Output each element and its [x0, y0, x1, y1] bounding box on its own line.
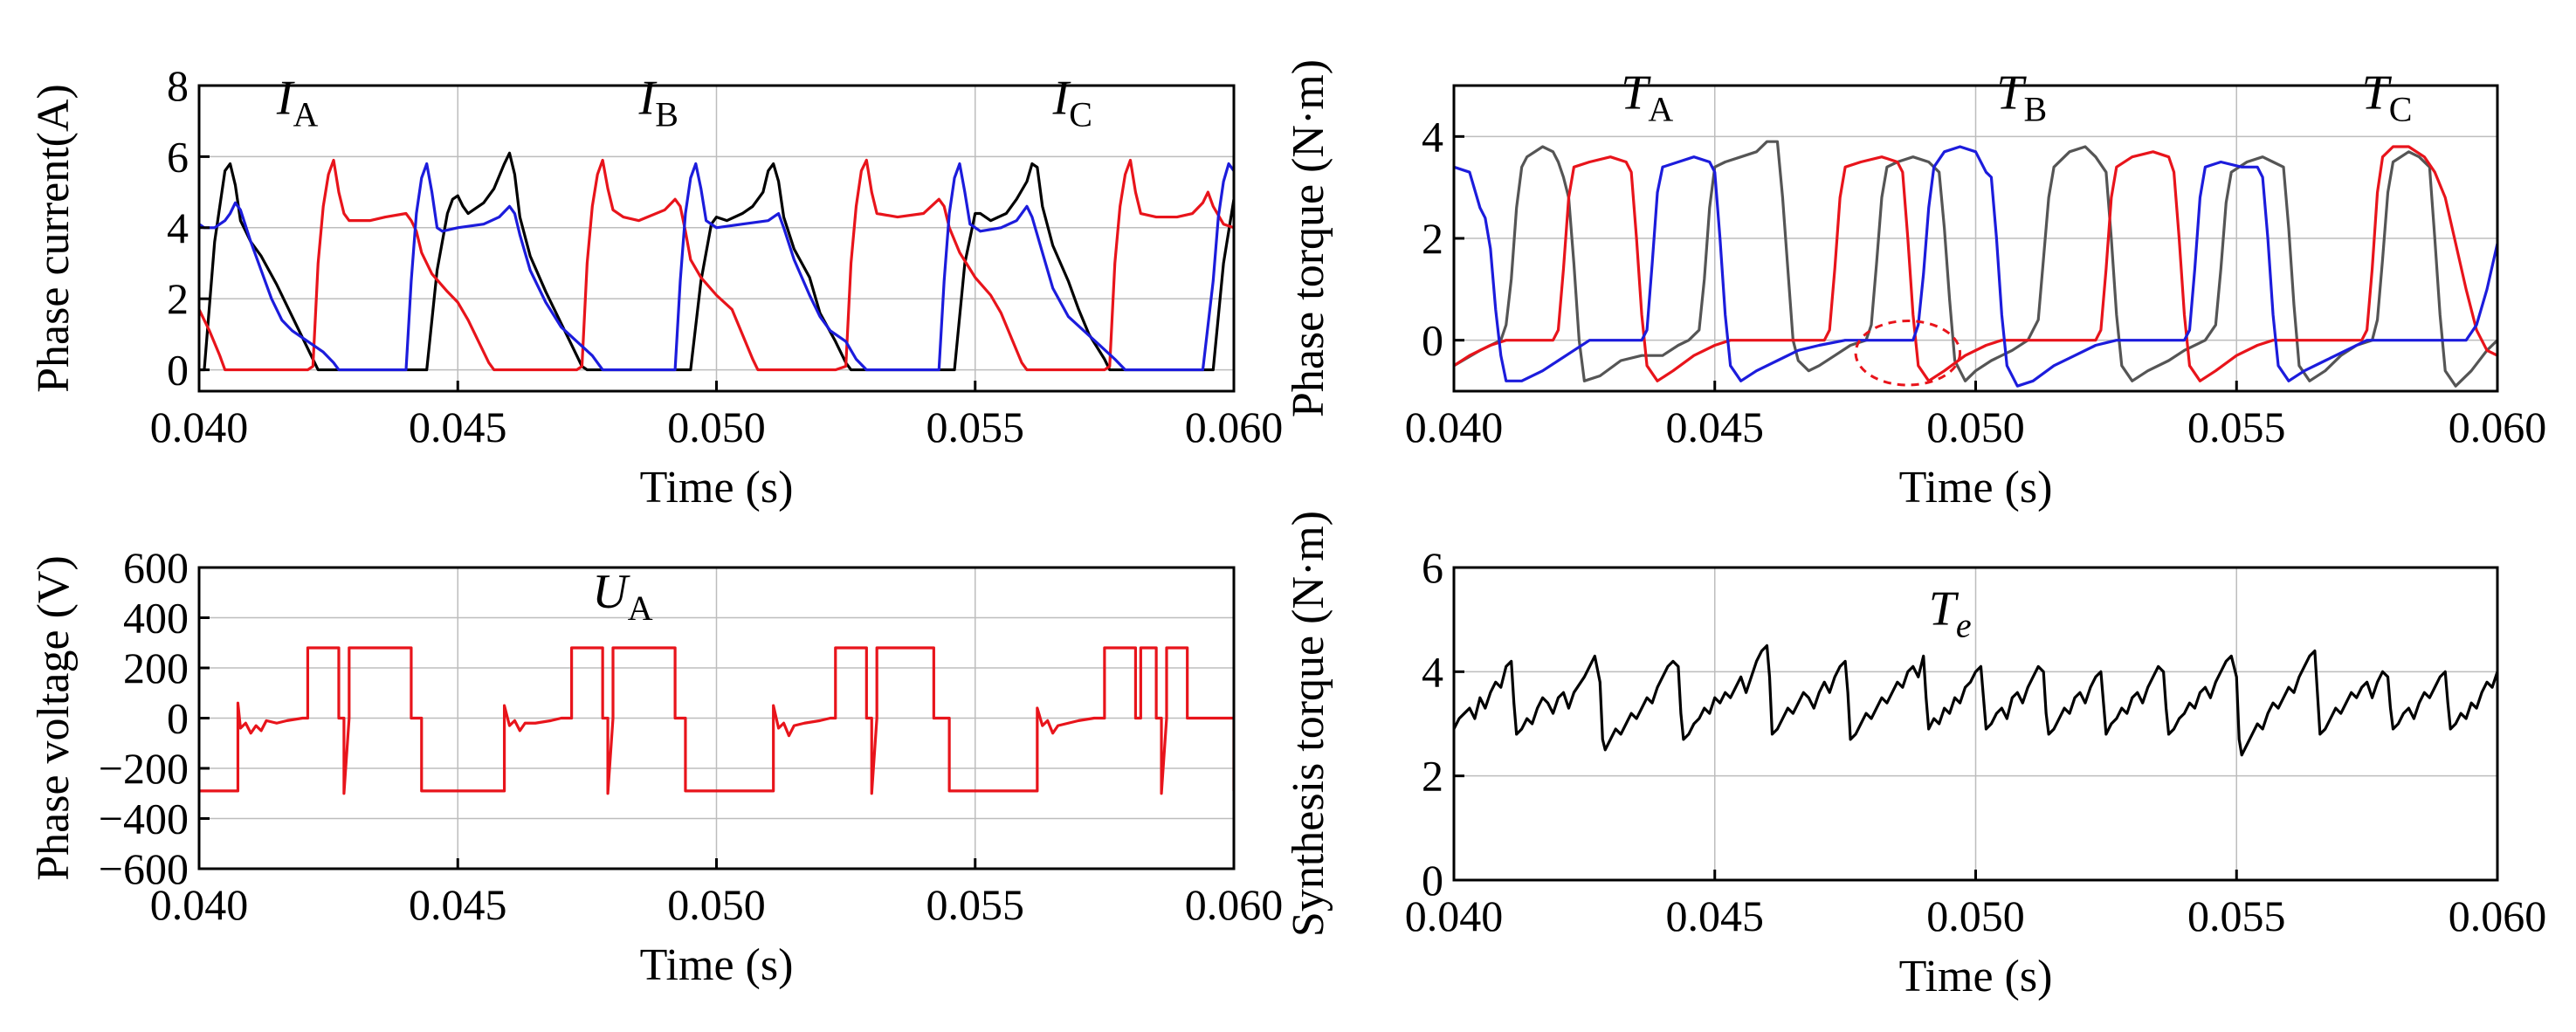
- series-line-0: [1454, 643, 2497, 757]
- annotation-subscript: A: [1648, 89, 1673, 128]
- y-axis-label: Synthesis torque (N·m): [1284, 511, 1333, 937]
- annotation-subscript: C: [2389, 89, 2413, 128]
- y-tick-label: 6: [1422, 543, 1443, 592]
- y-tick-label: −200: [99, 744, 189, 793]
- synthesis-torque-plot: 0.040 0.045 0.050 0.055 0.060 0 2 4 6 Time (s) Syn…: [1284, 511, 2546, 1001]
- series-line-2: [199, 162, 1234, 372]
- x-tick-label: 0.040: [1405, 402, 1504, 451]
- x-tick-label: 0.045: [1666, 891, 1765, 940]
- x-tick-label: 0.050: [667, 880, 766, 929]
- x-tick-label: 0.060: [1185, 402, 1284, 451]
- x-tick-label: 0.060: [2449, 891, 2547, 940]
- series-line-1: [199, 158, 1234, 372]
- phase-voltage-plot: 0.040 0.045 0.050 0.055 0.060 −600−400−200020…: [29, 543, 1283, 990]
- y-tick-label: 2: [1422, 752, 1443, 801]
- series-annotation: TA: [1621, 65, 1673, 128]
- x-tick-label: 0.045: [409, 880, 507, 929]
- x-axis-label: Time (s): [1899, 463, 2053, 513]
- y-tick-label: 2: [1422, 214, 1443, 263]
- annotation-subscript: A: [293, 95, 319, 134]
- y-tick-label: 0: [167, 346, 189, 395]
- annotation-subscript: B: [655, 95, 678, 134]
- phase-torque-plot: 0.040 0.045 0.050 0.055 0.060 0 2 4 Time (s) Phas…: [1284, 59, 2546, 513]
- x-tick-label: 0.050: [1926, 402, 2025, 451]
- y-axis-label: Phase voltage (V): [29, 555, 79, 881]
- series-annotation: TB: [1996, 65, 2047, 128]
- x-tick-label: 0.055: [2187, 891, 2286, 940]
- series-line-2: [1454, 145, 2497, 388]
- x-tick-label: 0.040: [1405, 891, 1504, 940]
- phase-current-plot: 0.040 0.045 0.050 0.055 0.060 0 2 4 6 8 Time (s) Ph…: [29, 61, 1283, 513]
- x-tick-label: 0.050: [1926, 891, 2025, 940]
- y-tick-label: 600: [123, 543, 189, 592]
- y-tick-label: 4: [167, 203, 189, 252]
- annotation-symbol: T: [1996, 65, 2027, 120]
- series-line-0: [199, 151, 1234, 372]
- annotation-subscript: A: [628, 588, 653, 628]
- annotation-symbol: T: [1929, 582, 1960, 636]
- x-tick-label: 0.045: [1666, 402, 1765, 451]
- y-tick-label: 6: [167, 132, 189, 181]
- x-tick-label: 0.045: [409, 402, 507, 451]
- y-axis-label: Phase torque (N·m): [1284, 59, 1333, 417]
- annotation-symbol: T: [2362, 65, 2393, 120]
- series-annotation: IA: [276, 72, 319, 134]
- x-axis-label: Time (s): [1899, 952, 2053, 1001]
- y-tick-label: 0: [1422, 856, 1443, 905]
- x-tick-label: 0.050: [667, 402, 766, 451]
- y-tick-label: 4: [1422, 112, 1443, 161]
- x-tick-label: 0.055: [2187, 402, 2286, 451]
- series-annotation: UA: [592, 565, 652, 628]
- x-axis-label: Time (s): [640, 940, 794, 990]
- y-tick-label: 200: [123, 643, 189, 692]
- y-tick-label: −400: [99, 795, 189, 843]
- series-annotation: Te: [1929, 582, 1972, 645]
- y-tick-label: 4: [1422, 647, 1443, 696]
- annotation-symbol: U: [592, 565, 630, 619]
- series-line-1: [1454, 145, 2497, 382]
- series-annotation: IB: [638, 72, 678, 134]
- annotation-symbol: I: [276, 72, 295, 126]
- y-tick-label: 0: [167, 694, 189, 743]
- y-tick-label: 400: [123, 594, 189, 643]
- x-tick-label: 0.040: [150, 880, 249, 929]
- series-annotation: TC: [2362, 65, 2413, 128]
- x-tick-label: 0.060: [1185, 880, 1284, 929]
- y-tick-label: 8: [167, 61, 189, 110]
- x-tick-label: 0.040: [150, 402, 249, 451]
- series-line-0: [199, 646, 1234, 795]
- annotation-subscript: e: [1956, 606, 1972, 645]
- series-line-0: [1454, 140, 2497, 388]
- series-annotation: IC: [1052, 72, 1092, 134]
- annotation-subscript: C: [1069, 95, 1092, 134]
- y-tick-label: −600: [99, 844, 189, 893]
- annotation-symbol: I: [1052, 72, 1071, 126]
- x-tick-label: 0.055: [926, 880, 1025, 929]
- x-tick-label: 0.060: [2449, 402, 2547, 451]
- x-axis-label: Time (s): [640, 463, 794, 513]
- x-tick-label: 0.055: [926, 402, 1025, 451]
- y-axis-label: Phase current(A): [29, 84, 79, 393]
- y-tick-label: 2: [167, 274, 189, 323]
- annotation-subscript: B: [2024, 89, 2048, 128]
- annotation-symbol: I: [638, 72, 658, 126]
- highlight-ellipse: [1854, 320, 1962, 387]
- y-tick-label: 0: [1422, 316, 1443, 365]
- annotation-symbol: T: [1621, 65, 1651, 120]
